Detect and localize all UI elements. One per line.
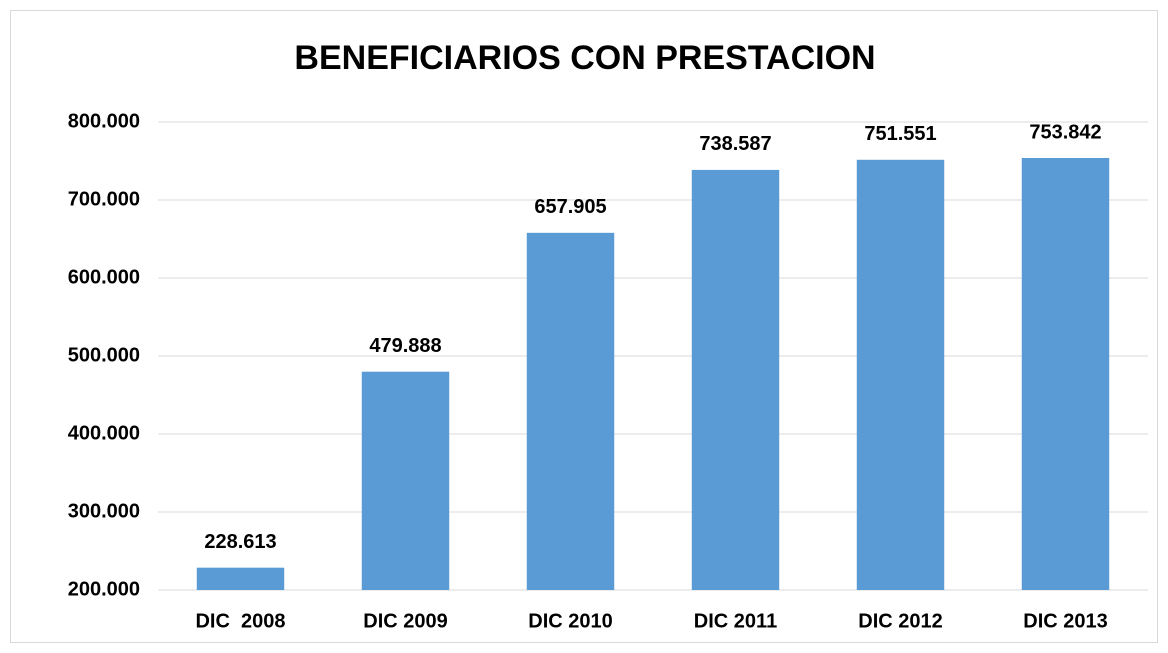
value-label: 228.613 bbox=[204, 531, 276, 553]
value-label: 751.551 bbox=[864, 123, 936, 145]
value-label: 738.587 bbox=[699, 133, 771, 155]
y-tick-label: 600.000 bbox=[68, 266, 140, 288]
bar bbox=[526, 232, 615, 590]
bar bbox=[691, 169, 780, 590]
y-tick-label: 800.000 bbox=[68, 110, 140, 132]
y-tick-label: 300.000 bbox=[68, 500, 140, 522]
chart-title: BENEFICIARIOS CON PRESTACION bbox=[294, 39, 875, 77]
x-tick-label: DIC 2009 bbox=[363, 610, 448, 632]
x-tick-label: DIC 2008 bbox=[195, 610, 285, 632]
y-tick-label: 700.000 bbox=[68, 188, 140, 210]
value-label: 657.905 bbox=[534, 196, 606, 218]
x-tick-label: DIC 2012 bbox=[858, 610, 943, 632]
value-label: 753.842 bbox=[1029, 121, 1101, 143]
bar bbox=[196, 567, 285, 590]
y-tick-label: 400.000 bbox=[68, 422, 140, 444]
value-label: 479.888 bbox=[369, 335, 441, 357]
bar bbox=[1021, 158, 1110, 590]
x-tick-label: DIC 2013 bbox=[1023, 610, 1108, 632]
bar bbox=[361, 371, 450, 590]
y-tick-label: 500.000 bbox=[68, 344, 140, 366]
x-tick-label: DIC 2010 bbox=[528, 610, 613, 632]
bar bbox=[856, 159, 945, 590]
y-tick-label: 200.000 bbox=[68, 578, 140, 600]
x-tick-label: DIC 2011 bbox=[694, 610, 777, 632]
